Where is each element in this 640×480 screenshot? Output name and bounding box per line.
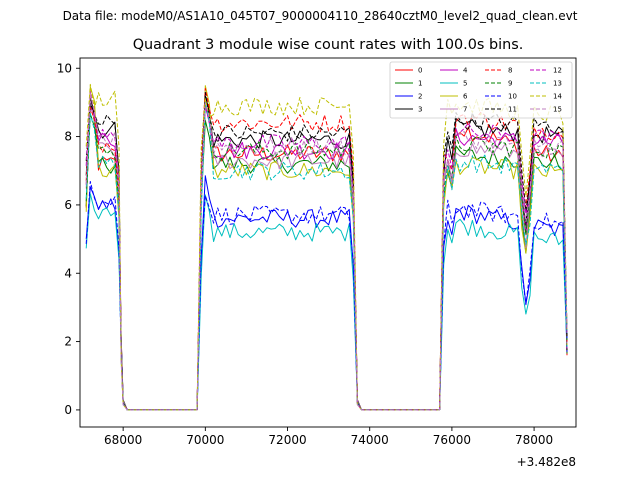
- legend-label-5: 5: [463, 80, 467, 88]
- legend-box: [389, 61, 573, 119]
- legend-label-10: 10: [508, 93, 517, 101]
- series-line-1: [85, 98, 568, 411]
- legend-label-13: 13: [553, 80, 562, 88]
- legend-label-3: 3: [418, 106, 422, 114]
- legend-label-14: 14: [553, 93, 562, 101]
- x-axis-offset-label: +3.482e8: [517, 455, 576, 469]
- y-tick-label: 6: [64, 198, 72, 212]
- y-tick-label: 10: [57, 61, 72, 75]
- x-tick-label: 76000: [433, 433, 471, 447]
- legend-label-11: 11: [508, 106, 517, 114]
- y-tick-label: 8: [64, 130, 72, 144]
- legend-label-9: 9: [508, 80, 512, 88]
- axes-frame: [79, 57, 577, 428]
- y-tick-label: 2: [64, 335, 72, 349]
- legend-label-0: 0: [418, 67, 422, 75]
- legend-label-8: 8: [508, 67, 512, 75]
- x-tick-label: 68000: [104, 433, 142, 447]
- legend-label-2: 2: [418, 93, 422, 101]
- legend-label-12: 12: [553, 67, 562, 75]
- legend-label-4: 4: [463, 67, 468, 75]
- series-line-10: [85, 181, 568, 411]
- y-tick-label: 4: [64, 266, 72, 280]
- legend-label-6: 6: [463, 93, 468, 101]
- legend-label-1: 1: [418, 80, 422, 88]
- chart-title: Quadrant 3 module wise count rates with …: [133, 37, 524, 53]
- x-tick-label: 74000: [351, 433, 389, 447]
- series-line-2: [85, 175, 568, 411]
- x-tick-label: 78000: [515, 433, 553, 447]
- y-tick-label: 0: [64, 403, 72, 417]
- legend-label-7: 7: [463, 106, 467, 114]
- series-line-11: [85, 91, 568, 411]
- plot-area: [85, 83, 568, 411]
- legend-label-15: 15: [553, 106, 562, 114]
- series-line-6: [85, 85, 568, 411]
- series-line-15: [85, 93, 568, 411]
- series-line-14: [85, 83, 568, 411]
- figure-suptitle: Data file: modeM0/AS1A10_045T07_90000041…: [63, 9, 578, 23]
- series-line-8: [85, 88, 568, 411]
- series-line-5: [85, 193, 568, 411]
- series-line-12: [85, 90, 568, 411]
- x-tick-label: 72000: [268, 433, 306, 447]
- x-tick-label: 70000: [186, 433, 224, 447]
